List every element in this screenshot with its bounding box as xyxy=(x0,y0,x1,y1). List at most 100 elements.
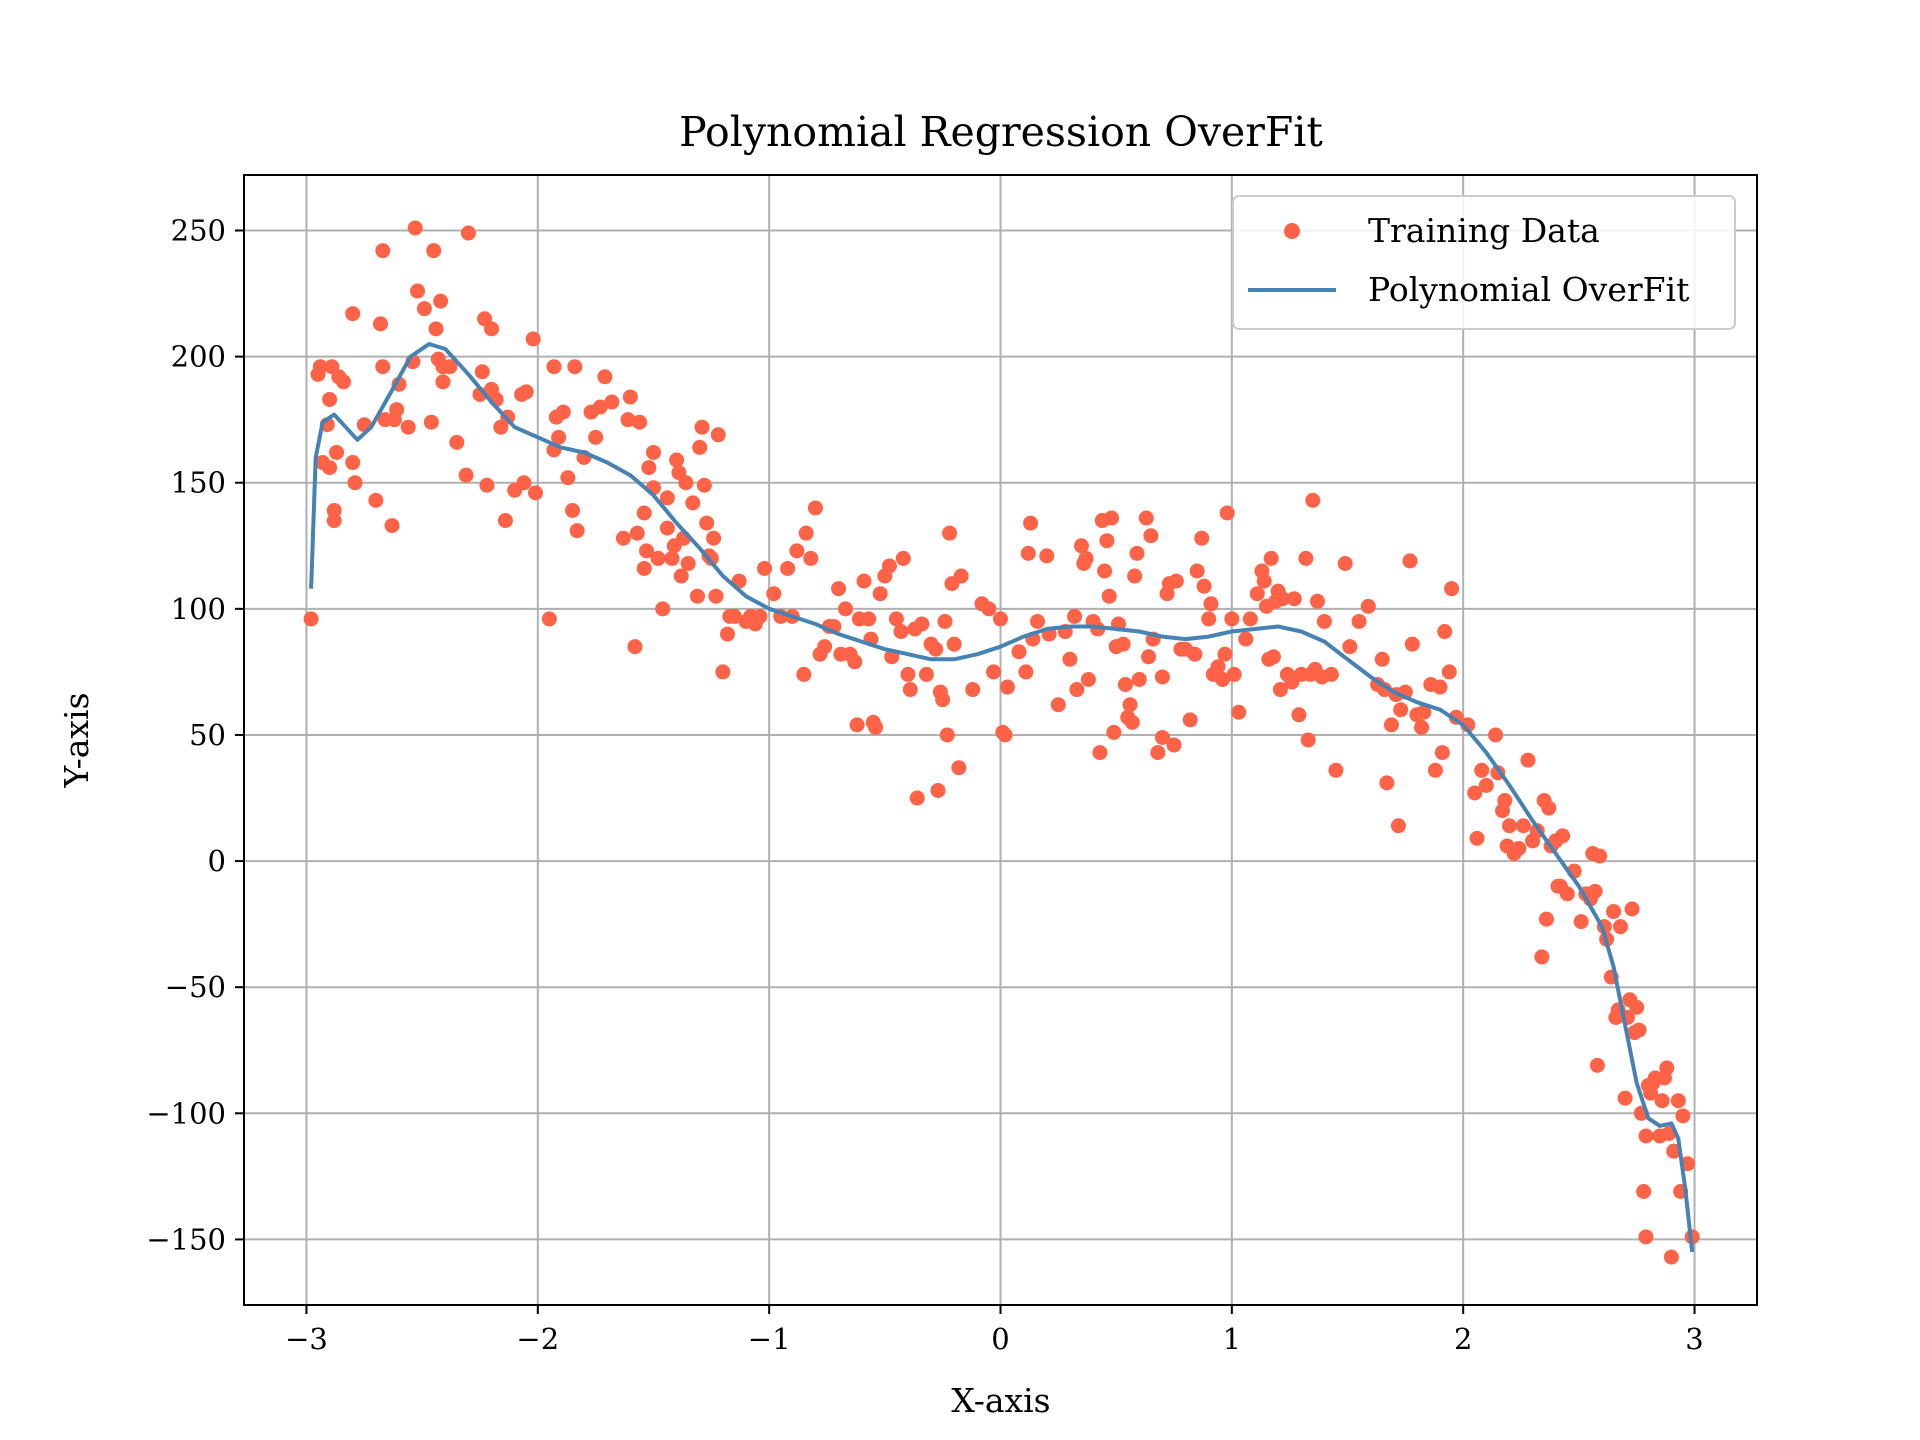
training-data-point xyxy=(518,384,534,400)
training-data-point xyxy=(1441,664,1457,680)
training-data-point xyxy=(326,513,342,529)
training-data-point xyxy=(951,760,967,776)
training-data-point xyxy=(1080,671,1096,687)
training-data-point xyxy=(400,419,416,435)
training-data-point xyxy=(407,220,423,236)
training-data-point xyxy=(303,611,319,627)
y-tick-label: −100 xyxy=(146,1096,226,1130)
training-data-point xyxy=(694,419,710,435)
training-data-point xyxy=(322,391,338,407)
training-data-point xyxy=(1249,586,1265,602)
training-data-point xyxy=(1638,1229,1654,1245)
training-data-point xyxy=(1511,840,1527,856)
training-data-point xyxy=(997,727,1013,743)
training-data-point xyxy=(893,624,909,640)
training-data-point xyxy=(766,586,782,602)
training-data-point xyxy=(1062,651,1078,667)
training-data-point xyxy=(1573,914,1589,930)
training-data-point xyxy=(435,374,451,390)
training-data-point xyxy=(588,429,604,445)
training-data-point xyxy=(881,558,897,574)
training-data-point xyxy=(1666,1143,1682,1159)
training-data-point xyxy=(555,404,571,420)
training-data-point xyxy=(1337,555,1353,571)
training-data-point xyxy=(1023,515,1039,531)
training-data-point xyxy=(1256,573,1272,589)
training-data-point xyxy=(708,588,724,604)
training-data-point xyxy=(1020,545,1036,561)
training-data-point xyxy=(726,608,742,624)
training-data-point xyxy=(953,568,969,584)
training-data-point xyxy=(986,664,1002,680)
training-data-point xyxy=(1265,649,1281,665)
training-data-point xyxy=(895,550,911,566)
training-data-point xyxy=(706,530,722,546)
training-data-point xyxy=(789,543,805,559)
training-data-point xyxy=(1203,596,1219,612)
training-data-point xyxy=(1196,578,1212,594)
training-data-point xyxy=(918,666,934,682)
training-data-point xyxy=(1067,608,1083,624)
training-data-point xyxy=(659,520,675,536)
training-data-point xyxy=(1670,1093,1686,1109)
training-data-point xyxy=(384,518,400,534)
y-tick-label: 150 xyxy=(171,466,226,500)
training-data-point xyxy=(680,555,696,571)
x-axis-label: X-axis xyxy=(951,1381,1050,1420)
training-data-point xyxy=(1613,919,1629,935)
training-data-point xyxy=(1515,818,1531,834)
training-data-point xyxy=(426,243,442,259)
training-data-point xyxy=(423,414,439,430)
training-data-point xyxy=(1106,724,1122,740)
training-data-point xyxy=(935,692,951,708)
training-data-point xyxy=(639,543,655,559)
polynomial-fit-line xyxy=(309,342,1695,1253)
training-data-point xyxy=(1275,591,1291,607)
training-data-point xyxy=(312,359,328,375)
legend-label-training-data: Training Data xyxy=(1368,211,1600,250)
training-data-point xyxy=(1143,528,1159,544)
training-data-point xyxy=(868,719,884,735)
training-data-point xyxy=(780,560,796,576)
training-data-point xyxy=(900,666,916,682)
training-data-point xyxy=(928,641,944,657)
training-data-point xyxy=(1011,644,1027,660)
training-data-point xyxy=(1141,649,1157,665)
training-data-point xyxy=(1379,775,1395,791)
training-data-point xyxy=(1272,682,1288,698)
x-tick-label: −3 xyxy=(285,1322,328,1356)
training-data-point xyxy=(1201,611,1217,627)
training-data-point xyxy=(433,293,449,309)
training-data-point xyxy=(1099,533,1115,549)
training-data-point xyxy=(1226,666,1242,682)
training-data-point xyxy=(1416,704,1432,720)
training-data-point xyxy=(484,321,500,337)
training-data-point xyxy=(861,611,877,627)
training-data-point xyxy=(1187,646,1203,662)
training-data-point xyxy=(1478,777,1494,793)
training-data-point xyxy=(428,321,444,337)
training-data-point xyxy=(375,359,391,375)
training-data-point xyxy=(629,525,645,541)
training-data-point xyxy=(1129,545,1145,561)
training-data-point xyxy=(442,359,458,375)
training-data-point xyxy=(1659,1060,1675,1076)
training-data-point xyxy=(1520,752,1536,768)
training-data-point xyxy=(1617,1090,1633,1106)
training-data-point xyxy=(632,414,648,430)
training-data-point xyxy=(1654,1093,1670,1109)
training-data-point xyxy=(620,412,636,428)
training-data-point xyxy=(615,530,631,546)
training-data-point xyxy=(1467,785,1483,801)
training-data-points xyxy=(303,220,1700,1265)
training-data-point xyxy=(965,682,981,698)
training-data-point xyxy=(1534,949,1550,965)
training-data-point xyxy=(416,301,432,317)
training-data-point xyxy=(1587,883,1603,899)
training-data-point xyxy=(817,639,833,655)
training-data-point xyxy=(1606,904,1622,920)
y-tick-label: 0 xyxy=(208,844,226,878)
training-data-point xyxy=(1309,593,1325,609)
y-tick-label: 100 xyxy=(171,592,226,626)
training-data-point xyxy=(1117,677,1133,693)
